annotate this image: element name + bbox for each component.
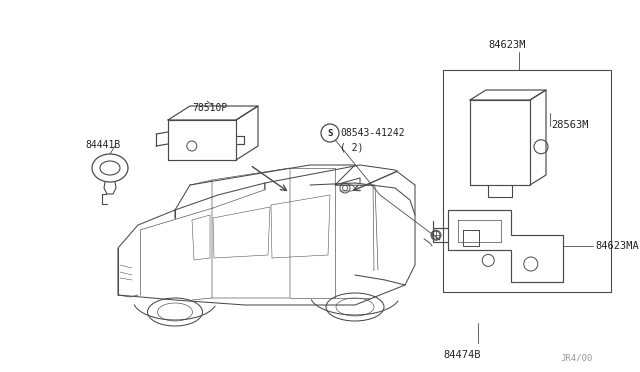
Text: 78510P: 78510P bbox=[192, 103, 227, 113]
Text: 84441B: 84441B bbox=[85, 140, 120, 150]
Text: 08543-41242: 08543-41242 bbox=[340, 128, 404, 138]
Ellipse shape bbox=[336, 298, 374, 316]
Text: 84474B: 84474B bbox=[443, 350, 481, 360]
Text: JR4/00: JR4/00 bbox=[560, 353, 592, 362]
Text: 84623M: 84623M bbox=[488, 40, 526, 50]
Bar bbox=[443, 70, 611, 292]
Text: 28563M: 28563M bbox=[551, 121, 589, 131]
Text: 84623MA: 84623MA bbox=[595, 241, 639, 251]
Ellipse shape bbox=[92, 154, 128, 182]
Text: ( 2): ( 2) bbox=[340, 142, 364, 152]
Ellipse shape bbox=[100, 161, 120, 175]
Ellipse shape bbox=[157, 303, 193, 321]
Ellipse shape bbox=[147, 298, 202, 326]
Text: S: S bbox=[327, 128, 333, 138]
Ellipse shape bbox=[326, 293, 384, 321]
